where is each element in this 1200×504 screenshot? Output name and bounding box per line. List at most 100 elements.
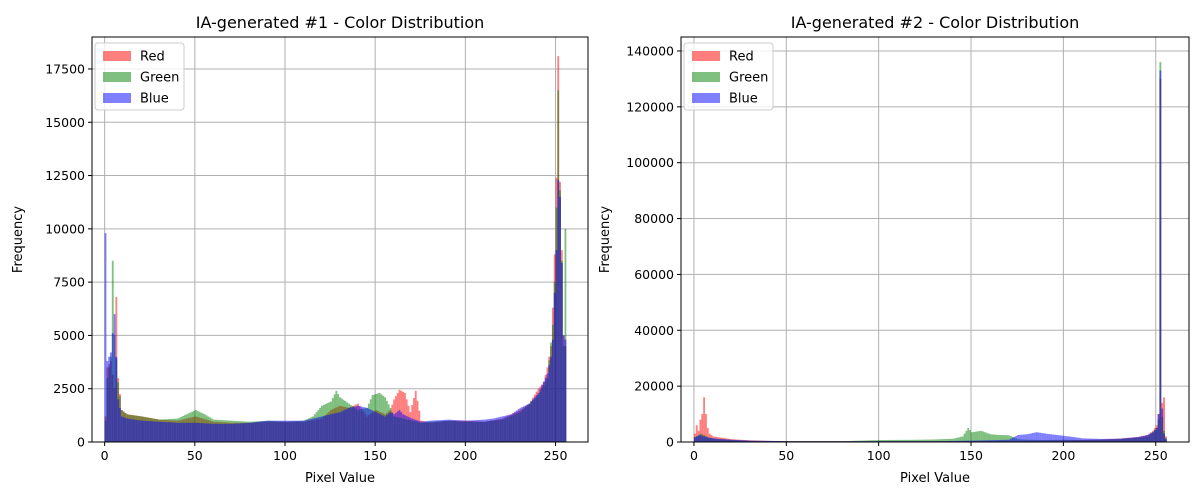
histogram-bar xyxy=(729,439,731,442)
histogram-bar xyxy=(239,423,242,442)
histogram-bar xyxy=(1159,70,1162,442)
histogram-bar xyxy=(485,419,487,442)
histogram-bar xyxy=(147,421,150,442)
chart-title: IA-generated #2 - Color Distribution xyxy=(791,13,1080,32)
histogram-bar xyxy=(506,415,509,442)
histogram-bar xyxy=(1104,438,1106,442)
histogram-bar xyxy=(734,439,737,442)
histogram-bar xyxy=(418,421,421,442)
histogram-bar xyxy=(911,439,914,442)
histogram-bar xyxy=(985,432,988,442)
histogram-bar xyxy=(753,440,755,442)
histogram-bar xyxy=(917,439,920,442)
histogram-bar xyxy=(165,422,168,442)
histogram-bar xyxy=(736,440,739,442)
histogram-bar xyxy=(200,423,203,442)
histogram-bar xyxy=(414,419,417,442)
histogram-bar xyxy=(969,430,972,442)
histogram-bar xyxy=(492,418,495,442)
histogram-bar xyxy=(110,352,112,442)
histogram-bar xyxy=(409,417,412,442)
histogram-bar xyxy=(934,439,936,442)
histogram-bar xyxy=(111,333,114,442)
histogram-bar xyxy=(474,420,477,442)
histogram-bar xyxy=(958,437,960,442)
histogram-bar xyxy=(1148,434,1151,442)
histogram-bar xyxy=(483,419,486,442)
histogram-bar xyxy=(308,419,311,442)
histogram-bar xyxy=(503,415,506,442)
x-tick-label: 0 xyxy=(690,448,698,463)
histogram-bar xyxy=(1000,435,1003,442)
histogram-bar xyxy=(510,414,513,442)
legend: Red Green Blue xyxy=(94,42,185,111)
histogram-bar xyxy=(431,420,433,442)
histogram-bar xyxy=(1092,438,1095,442)
legend-label: Blue xyxy=(729,92,758,107)
histogram-bar xyxy=(407,416,410,442)
histogram-bar xyxy=(427,420,430,442)
histogram-bar xyxy=(991,434,994,442)
histogram-bar xyxy=(369,409,372,442)
chart-panel-2: IA-generated #2 - Color Distribution 0 50 1… xyxy=(598,13,1190,486)
histogram-bar xyxy=(717,438,720,442)
histogram-bar xyxy=(993,434,996,442)
legend-label: Green xyxy=(729,71,768,86)
histogram-bar xyxy=(391,413,394,442)
histogram-bar xyxy=(1048,434,1051,442)
histogram-bar xyxy=(378,413,381,442)
histogram-bar xyxy=(272,420,275,442)
histogram-bar xyxy=(187,422,190,442)
histogram-bar xyxy=(230,423,233,442)
histogram-bar xyxy=(133,419,136,442)
histogram-bar xyxy=(452,419,455,442)
histogram-bar xyxy=(891,439,894,442)
histogram-bar xyxy=(1037,432,1040,442)
histogram-bar xyxy=(151,421,154,442)
histogram-bar xyxy=(1142,435,1145,442)
histogram-bar xyxy=(303,420,305,442)
legend-label: Green xyxy=(140,71,179,86)
histogram-bar xyxy=(275,420,278,442)
histogram-bar xyxy=(963,440,966,442)
histogram-bar xyxy=(530,401,533,442)
histogram-bar xyxy=(283,420,285,442)
histogram-bar xyxy=(745,440,748,442)
series-blue xyxy=(104,179,567,442)
histogram-bar xyxy=(486,419,489,442)
histogram-bar xyxy=(337,412,340,442)
histogram-bar xyxy=(512,413,515,442)
histogram-bar xyxy=(695,436,698,442)
histogram-bar xyxy=(463,420,466,442)
x-tick-label: 0 xyxy=(101,448,109,463)
histogram-bar xyxy=(128,418,130,442)
histogram-bar xyxy=(539,389,542,442)
histogram-bar xyxy=(945,438,948,442)
histogram-bar xyxy=(205,423,208,442)
histogram-bar xyxy=(142,420,145,442)
histogram-bar xyxy=(207,423,210,442)
histogram-bar xyxy=(304,420,307,442)
histogram-bar xyxy=(220,423,222,442)
histogram-bar xyxy=(1129,437,1132,442)
histogram-bar xyxy=(514,411,516,442)
histogram-bar xyxy=(176,422,179,442)
histogram-bar xyxy=(542,381,545,442)
histogram-bar xyxy=(1039,432,1042,442)
histogram-bar xyxy=(461,420,464,442)
histogram-bar xyxy=(1120,438,1123,442)
histogram-bar xyxy=(420,421,423,442)
histogram-bar xyxy=(699,419,702,442)
histogram-bar xyxy=(950,440,953,442)
histogram-bar xyxy=(878,440,881,442)
histogram-bar xyxy=(1126,437,1129,442)
histogram-bar xyxy=(751,440,754,442)
histogram-bar xyxy=(1019,434,1021,442)
histogram-bar xyxy=(758,440,761,442)
histogram-bar xyxy=(924,439,927,442)
y-tick-label: 2500 xyxy=(53,381,85,396)
histogram-bar xyxy=(335,413,338,442)
histogram-bar xyxy=(1109,438,1112,442)
histogram-bar xyxy=(243,423,246,442)
histogram-bar xyxy=(995,434,997,442)
